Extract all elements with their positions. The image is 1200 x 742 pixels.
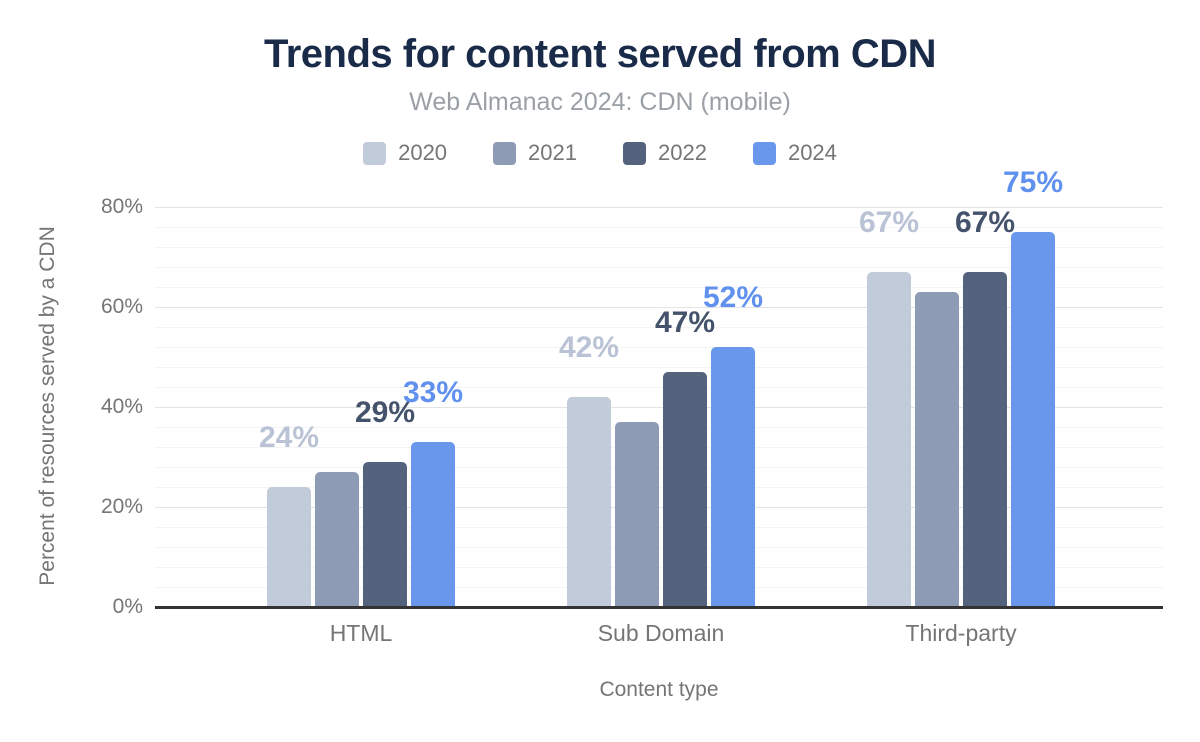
x-axis-line: [155, 606, 1163, 609]
gridline-minor: [155, 487, 1163, 488]
category-label-third-party: Third-party: [905, 620, 1017, 646]
legend-label-2022: 2022: [658, 140, 707, 165]
bar-2022-html: [363, 462, 407, 607]
bar-2022-sub-domain: [663, 372, 707, 607]
x-axis-title: Content type: [599, 678, 719, 701]
bar-2021-sub-domain: [615, 422, 659, 607]
gridline-minor: [155, 427, 1163, 428]
y-tick-label: 40%: [100, 395, 143, 418]
bar-2020-html: [267, 487, 311, 607]
gridline-minor: [155, 287, 1163, 288]
bar-2024-sub-domain: [711, 347, 755, 607]
gridline-minor: [155, 587, 1163, 588]
chart-subtitle: Web Almanac 2024: CDN (mobile): [409, 88, 791, 116]
legend-label-2020: 2020: [398, 140, 448, 165]
gridline-major: [155, 407, 1163, 408]
bar-2020-sub-domain: [567, 397, 611, 607]
data-label-2024-sub-domain: 52%: [702, 281, 764, 314]
legend: 2020 2021 2022 2024: [0, 140, 1200, 166]
category-label-html: HTML: [329, 620, 393, 646]
gridline-minor: [155, 447, 1163, 448]
gridline-minor: [155, 247, 1163, 248]
gridline-minor: [155, 387, 1163, 388]
bar-2024-html: [411, 442, 455, 607]
data-label-2022-third-party: 67%: [954, 206, 1016, 239]
legend-item-2021: 2021: [493, 140, 577, 166]
legend-swatch-2024: [752, 141, 776, 165]
legend-item-2024: 2024: [752, 140, 837, 166]
legend-item-2020: 2020: [363, 140, 447, 166]
y-tick-label: 0%: [112, 595, 143, 618]
legend-swatch-2021: [493, 141, 517, 165]
bar-2024-third-party: [1011, 232, 1055, 607]
data-label-2024-html: 33%: [402, 376, 464, 409]
gridline-major: [155, 307, 1163, 308]
legend-swatch-2020: [363, 141, 387, 165]
data-label-2020-sub-domain: 42%: [558, 331, 620, 364]
category-label-sub-domain: Sub Domain: [597, 620, 725, 646]
gridline-minor: [155, 527, 1163, 528]
gridline-minor: [155, 227, 1163, 228]
chart-title: Trends for content served from CDN: [263, 32, 937, 76]
gridline-minor: [155, 347, 1163, 348]
legend-item-2022: 2022: [623, 140, 707, 166]
y-axis-title: Percent of resources served by a CDN: [36, 226, 59, 586]
y-tick-label: 60%: [100, 295, 143, 318]
bar-2022-third-party: [963, 272, 1007, 607]
data-label-2024-third-party: 75%: [1002, 166, 1064, 199]
bar-2021-third-party: [915, 292, 959, 607]
data-label-2020-third-party: 67%: [858, 206, 920, 239]
gridline-minor: [155, 567, 1163, 568]
data-label-2022-sub-domain: 47%: [654, 306, 716, 339]
gridline-minor: [155, 467, 1163, 468]
data-label-2020-html: 24%: [258, 421, 320, 454]
gridline-minor: [155, 367, 1163, 368]
legend-label-2024: 2024: [787, 140, 837, 165]
gridline-minor: [155, 547, 1163, 548]
y-tick-label: 20%: [100, 495, 143, 518]
gridline-minor: [155, 267, 1163, 268]
gridline-major: [155, 207, 1163, 208]
legend-swatch-2022: [623, 141, 646, 165]
legend-label-2021: 2021: [528, 140, 577, 165]
bar-2020-third-party: [867, 272, 911, 607]
y-tick-label: 80%: [100, 195, 143, 218]
gridline-major: [155, 507, 1163, 508]
bar-2021-html: [315, 472, 359, 607]
gridline-minor: [155, 327, 1163, 328]
data-label-2022-html: 29%: [354, 396, 416, 429]
